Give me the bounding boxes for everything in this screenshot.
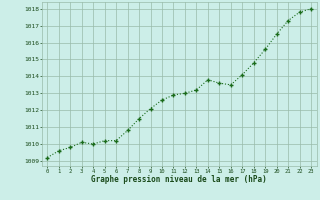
X-axis label: Graphe pression niveau de la mer (hPa): Graphe pression niveau de la mer (hPa) (91, 175, 267, 184)
